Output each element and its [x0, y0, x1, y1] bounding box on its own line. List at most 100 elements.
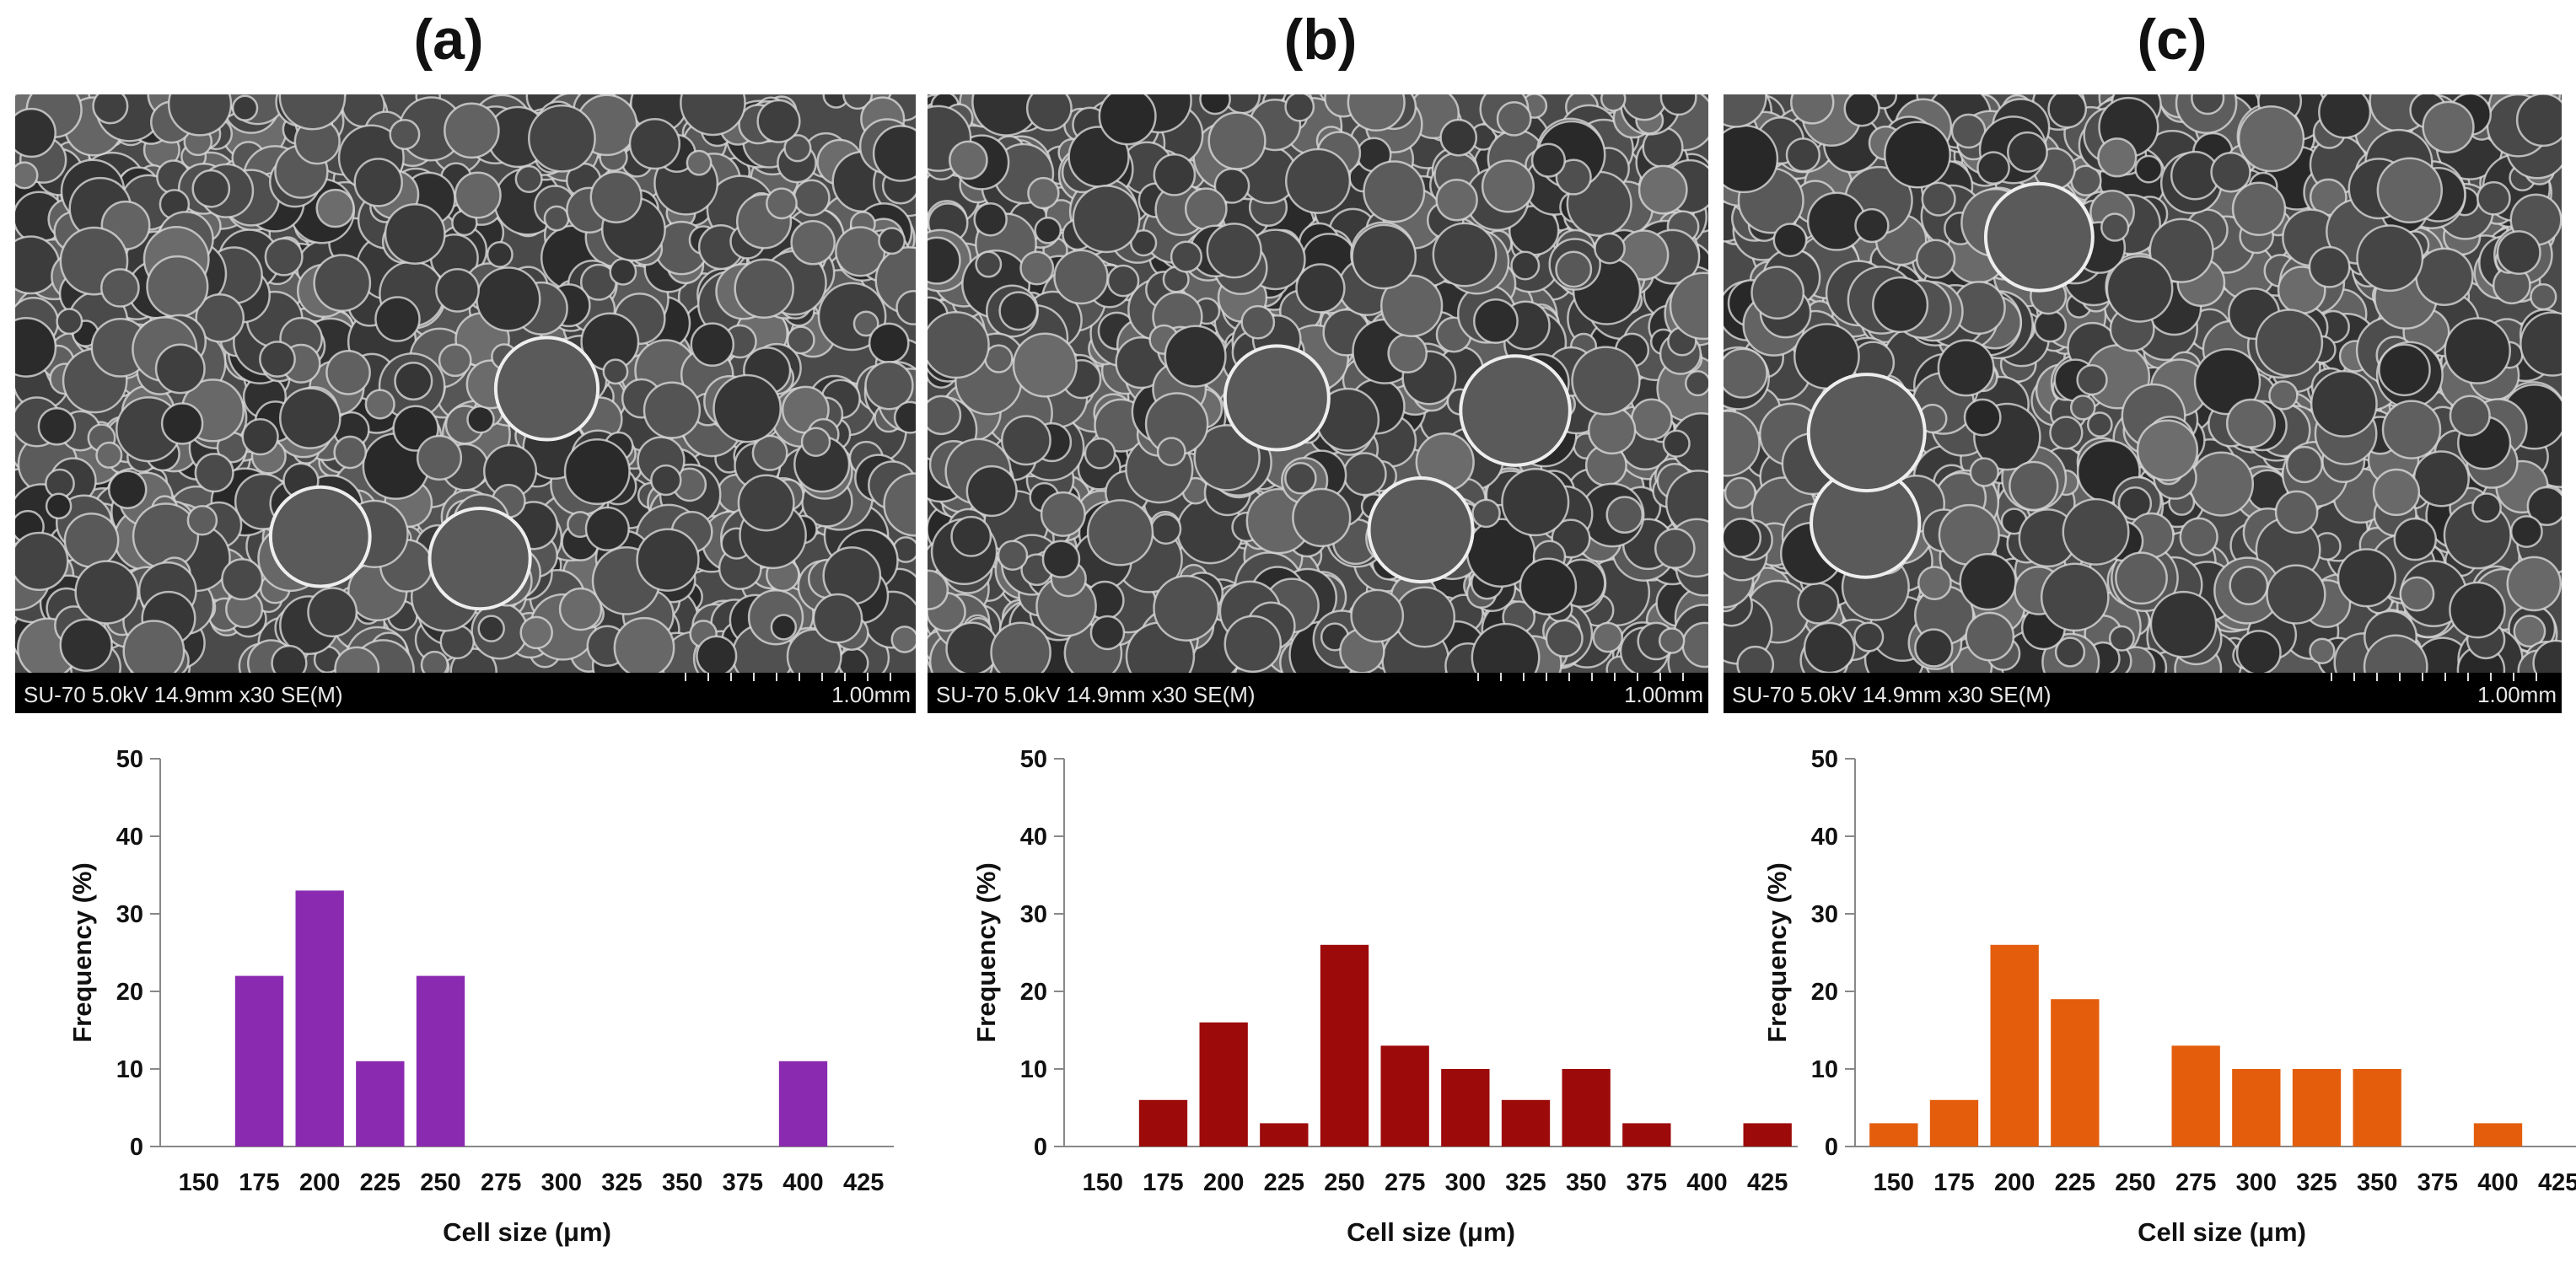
foam-texture	[928, 94, 1708, 673]
y-tick-label: 0	[1825, 1134, 1838, 1161]
x-tick-label: 175	[1933, 1169, 1974, 1196]
x-tick-label: 350	[2357, 1169, 2397, 1196]
x-tick-label: 200	[1203, 1169, 1244, 1196]
histogram-svg: 0 10 20 30 40 50 150 175 200 225 250 275 300 325 350 37…	[67, 746, 894, 1247]
x-tick-label: 375	[723, 1169, 763, 1196]
y-tick-label: 30	[1020, 901, 1047, 928]
y-axis-title: Frequency (%)	[67, 862, 97, 1043]
y-tick-label: 0	[130, 1134, 143, 1161]
x-tick-label: 225	[2055, 1169, 2095, 1196]
foam-texture	[1724, 94, 2562, 673]
bar	[2051, 999, 2100, 1147]
panel-label-b: (b)	[1283, 8, 1358, 72]
x-tick-label: 400	[1686, 1169, 1727, 1196]
y-tick-label: 30	[116, 901, 143, 928]
bar	[1622, 1123, 1671, 1147]
x-tick-label: 300	[1445, 1169, 1486, 1196]
bar	[778, 1061, 828, 1147]
y-tick-label: 40	[1020, 824, 1047, 851]
x-tick-label: 150	[179, 1169, 219, 1196]
bar	[1138, 1099, 1188, 1147]
scale-bar-label: 1.00mm	[2477, 682, 2557, 707]
bar	[416, 975, 465, 1147]
bar	[2171, 1045, 2220, 1147]
sem-info-bar: SU-70 5.0kV 14.9mm x30 SE(M) 1.00mm	[928, 673, 1708, 713]
bar	[356, 1061, 405, 1147]
panel-label-c: (c)	[2137, 8, 2208, 72]
histogram-svg: 0 10 20 30 40 50 150 175 200 225 250 275 300 325 350 37…	[1762, 746, 2576, 1247]
x-tick-label: 150	[1083, 1169, 1123, 1196]
x-tick-label: 300	[541, 1169, 582, 1196]
y-tick-label: 20	[1020, 979, 1047, 1006]
x-tick-label: 375	[1627, 1169, 1667, 1196]
x-tick-label: 250	[1324, 1169, 1364, 1196]
foam-texture	[15, 94, 916, 673]
bar	[1743, 1123, 1792, 1147]
bar	[2232, 1069, 2281, 1147]
x-tick-label: 275	[1385, 1169, 1425, 1196]
x-tick-label: 375	[2417, 1169, 2458, 1196]
sem-info-text: SU-70 5.0kV 14.9mm x30 SE(M)	[24, 682, 343, 707]
sem-image-c: SU-70 5.0kV 14.9mm x30 SE(M) 1.00mm	[1724, 94, 2562, 713]
y-axis-title: Frequency (%)	[1762, 862, 1792, 1043]
x-tick-label: 350	[1566, 1169, 1606, 1196]
x-tick-label: 425	[843, 1169, 884, 1196]
bar	[295, 890, 344, 1147]
x-tick-label: 425	[2538, 1169, 2576, 1196]
bar	[1260, 1123, 1309, 1147]
y-tick-label: 50	[1811, 746, 1838, 773]
y-tick-label: 40	[1811, 824, 1838, 851]
scale-ticks	[1477, 673, 1705, 681]
x-tick-label: 250	[2115, 1169, 2155, 1196]
x-tick-label: 200	[1994, 1169, 2035, 1196]
x-tick-label: 400	[782, 1169, 823, 1196]
x-tick-label: 325	[1505, 1169, 1546, 1196]
x-tick-label: 275	[2175, 1169, 2216, 1196]
bar	[1562, 1069, 1611, 1147]
y-tick-label: 20	[116, 979, 143, 1006]
x-tick-label: 175	[239, 1169, 279, 1196]
y-tick-label: 10	[1811, 1056, 1838, 1083]
bar	[1990, 944, 2039, 1147]
x-tick-label: 325	[601, 1169, 642, 1196]
x-tick-label: 250	[420, 1169, 460, 1196]
y-tick-label: 10	[116, 1056, 143, 1083]
scale-bar-label: 1.00mm	[831, 682, 911, 707]
bar	[1199, 1022, 1248, 1147]
bar	[2292, 1069, 2342, 1147]
histogram-svg: 0 10 20 30 40 50 150 175 200 225 250 275 300 325 350 37…	[971, 746, 1798, 1247]
x-tick-label: 225	[1264, 1169, 1304, 1196]
histogram-c: 0 10 20 30 40 50 150 175 200 225 250 275 300 325 350 37…	[1729, 725, 2576, 1256]
sem-info-text: SU-70 5.0kV 14.9mm x30 SE(M)	[936, 682, 1256, 707]
y-tick-label: 30	[1811, 901, 1838, 928]
x-tick-label: 225	[360, 1169, 401, 1196]
sem-image-a: SU-70 5.0kV 14.9mm x30 SE(M) 1.00mm	[15, 94, 916, 713]
histogram-b: 0 10 20 30 40 50 150 175 200 225 250 275 300 325 350 37…	[938, 725, 1798, 1256]
y-tick-label: 10	[1020, 1056, 1047, 1083]
y-axis-title: Frequency (%)	[971, 862, 1001, 1043]
bar	[1501, 1099, 1551, 1147]
y-tick-label: 0	[1034, 1134, 1047, 1161]
bar	[1869, 1123, 1918, 1147]
sem-info-bar: SU-70 5.0kV 14.9mm x30 SE(M) 1.00mm	[1724, 673, 2562, 713]
bar	[2473, 1123, 2523, 1147]
scale-ticks	[2331, 673, 2558, 681]
x-tick-label: 275	[481, 1169, 521, 1196]
x-tick-label: 150	[1874, 1169, 1914, 1196]
panel-label-a: (a)	[413, 8, 484, 72]
y-tick-label: 20	[1811, 979, 1838, 1006]
x-axis-title: Cell size (μm)	[2138, 1217, 2306, 1247]
x-tick-label: 300	[2236, 1169, 2277, 1196]
sem-image-b: SU-70 5.0kV 14.9mm x30 SE(M) 1.00mm	[928, 94, 1708, 713]
x-tick-label: 425	[1747, 1169, 1788, 1196]
sem-info-bar: SU-70 5.0kV 14.9mm x30 SE(M) 1.00mm	[15, 673, 916, 713]
y-tick-label: 50	[116, 746, 143, 773]
bar	[1929, 1099, 1979, 1147]
x-axis-title: Cell size (μm)	[443, 1217, 611, 1247]
scale-bar-label: 1.00mm	[1624, 682, 1703, 707]
bar	[2353, 1069, 2401, 1147]
sem-info-text: SU-70 5.0kV 14.9mm x30 SE(M)	[1732, 682, 2052, 707]
histogram-a: 0 10 20 30 40 50 150 175 200 225 250 275 300 325 350 37…	[34, 725, 894, 1256]
x-tick-label: 175	[1143, 1169, 1183, 1196]
x-tick-label: 200	[299, 1169, 340, 1196]
